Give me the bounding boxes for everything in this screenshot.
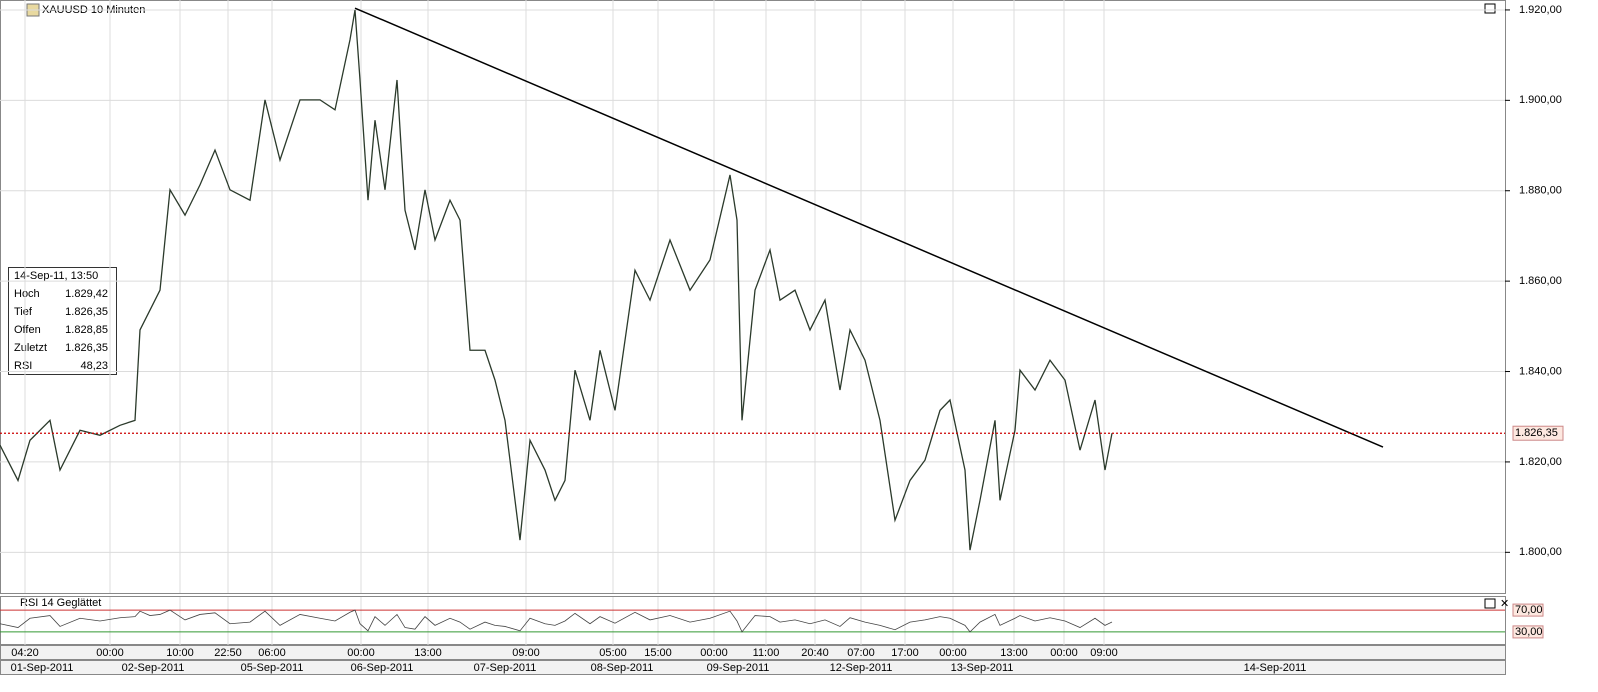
rsi-level-box	[1512, 603, 1544, 617]
rsi-line	[0, 609, 1113, 633]
y-tick-label: 1.840,00	[1519, 365, 1562, 377]
date-tick-label: 01-Sep-2011	[11, 662, 74, 674]
x-tick-label: 20:40	[801, 647, 829, 659]
x-tick-label: 13:00	[1000, 647, 1028, 659]
x-tick-label: 15:00	[644, 647, 672, 659]
y-tick-label: 1.820,00	[1519, 456, 1562, 468]
info-value: 48,23	[80, 360, 108, 372]
date-axis	[0, 660, 1506, 675]
x-tick-label: 06:00	[258, 647, 286, 659]
date-tick-label: 09-Sep-2011	[707, 662, 770, 674]
y-tick-label: 1.900,00	[1519, 94, 1562, 106]
date-tick-label: 05-Sep-2011	[241, 662, 304, 674]
current-price-label: 1.826,35	[1515, 427, 1558, 439]
date-tick-label: 07-Sep-2011	[474, 662, 537, 674]
x-tick-label: 07:00	[847, 647, 875, 659]
info-label: Offen	[14, 324, 41, 336]
x-tick-label: 10:00	[166, 647, 194, 659]
info-label: Zuletzt	[14, 342, 47, 354]
date-tick-label: 13-Sep-2011	[951, 662, 1014, 674]
close-button[interactable]: ✕	[1500, 598, 1509, 610]
x-tick-label: 13:00	[414, 647, 442, 659]
info-value: 1.826,35	[65, 306, 108, 318]
y-tick-label: 1.920,00	[1519, 4, 1562, 16]
x-tick-label: 00:00	[939, 647, 967, 659]
x-tick-label: 11:00	[753, 647, 780, 659]
x-tick-label: 00:00	[96, 647, 124, 659]
x-tick-label: 00:00	[1050, 647, 1078, 659]
x-tick-label: 00:00	[347, 647, 375, 659]
x-tick-label: 09:00	[512, 647, 540, 659]
y-tick-label: 1.860,00	[1519, 275, 1562, 287]
maximize-button[interactable]	[1484, 3, 1496, 14]
current-price-box	[1512, 425, 1564, 441]
info-label: RSI	[14, 360, 32, 372]
x-tick-label: 17:00	[891, 647, 919, 659]
date-tick-label: 06-Sep-2011	[351, 662, 414, 674]
time-axis	[0, 645, 1506, 660]
rsi-title[interactable]: RSI 14 Geglättet	[20, 597, 101, 609]
date-tick-label: 14-Sep-2011	[1244, 662, 1307, 674]
info-label: Tief	[14, 306, 33, 318]
trendline	[354, 7, 1384, 448]
info-label: Hoch	[14, 288, 40, 300]
info-box-frame	[8, 267, 117, 375]
info-value: 1.829,42	[65, 288, 108, 300]
info-value: 1.828,85	[65, 324, 108, 336]
x-tick-label: 04:20	[11, 647, 39, 659]
date-tick-label: 02-Sep-2011	[122, 662, 185, 674]
x-tick-label: 00:00	[700, 647, 728, 659]
x-tick-label: 05:00	[599, 647, 627, 659]
info-box: 14-Sep-11, 13:50 Hoch 1.829,42 Tief 1.826,3…	[8, 267, 117, 375]
x-tick-label: 22:50	[214, 647, 242, 659]
rsi-tick-label: 70,00	[1515, 604, 1543, 616]
rsi-level-box	[1512, 625, 1544, 639]
date-tick-label: 12-Sep-2011	[830, 662, 893, 674]
y-tick-label: 1.800,00	[1519, 546, 1562, 558]
info-value: 1.826,35	[65, 342, 108, 354]
rsi-panel	[0, 596, 1506, 645]
price-line	[0, 9, 1113, 551]
maximize-button[interactable]	[1484, 598, 1496, 609]
y-tick-label: 1.880,00	[1519, 185, 1562, 197]
rsi-tick-label: 30,00	[1515, 626, 1543, 638]
info-date: 14-Sep-11, 13:50	[14, 270, 98, 282]
main-panel	[0, 0, 1506, 594]
x-tick-label: 09:00	[1090, 647, 1118, 659]
date-tick-label: 08-Sep-2011	[591, 662, 654, 674]
